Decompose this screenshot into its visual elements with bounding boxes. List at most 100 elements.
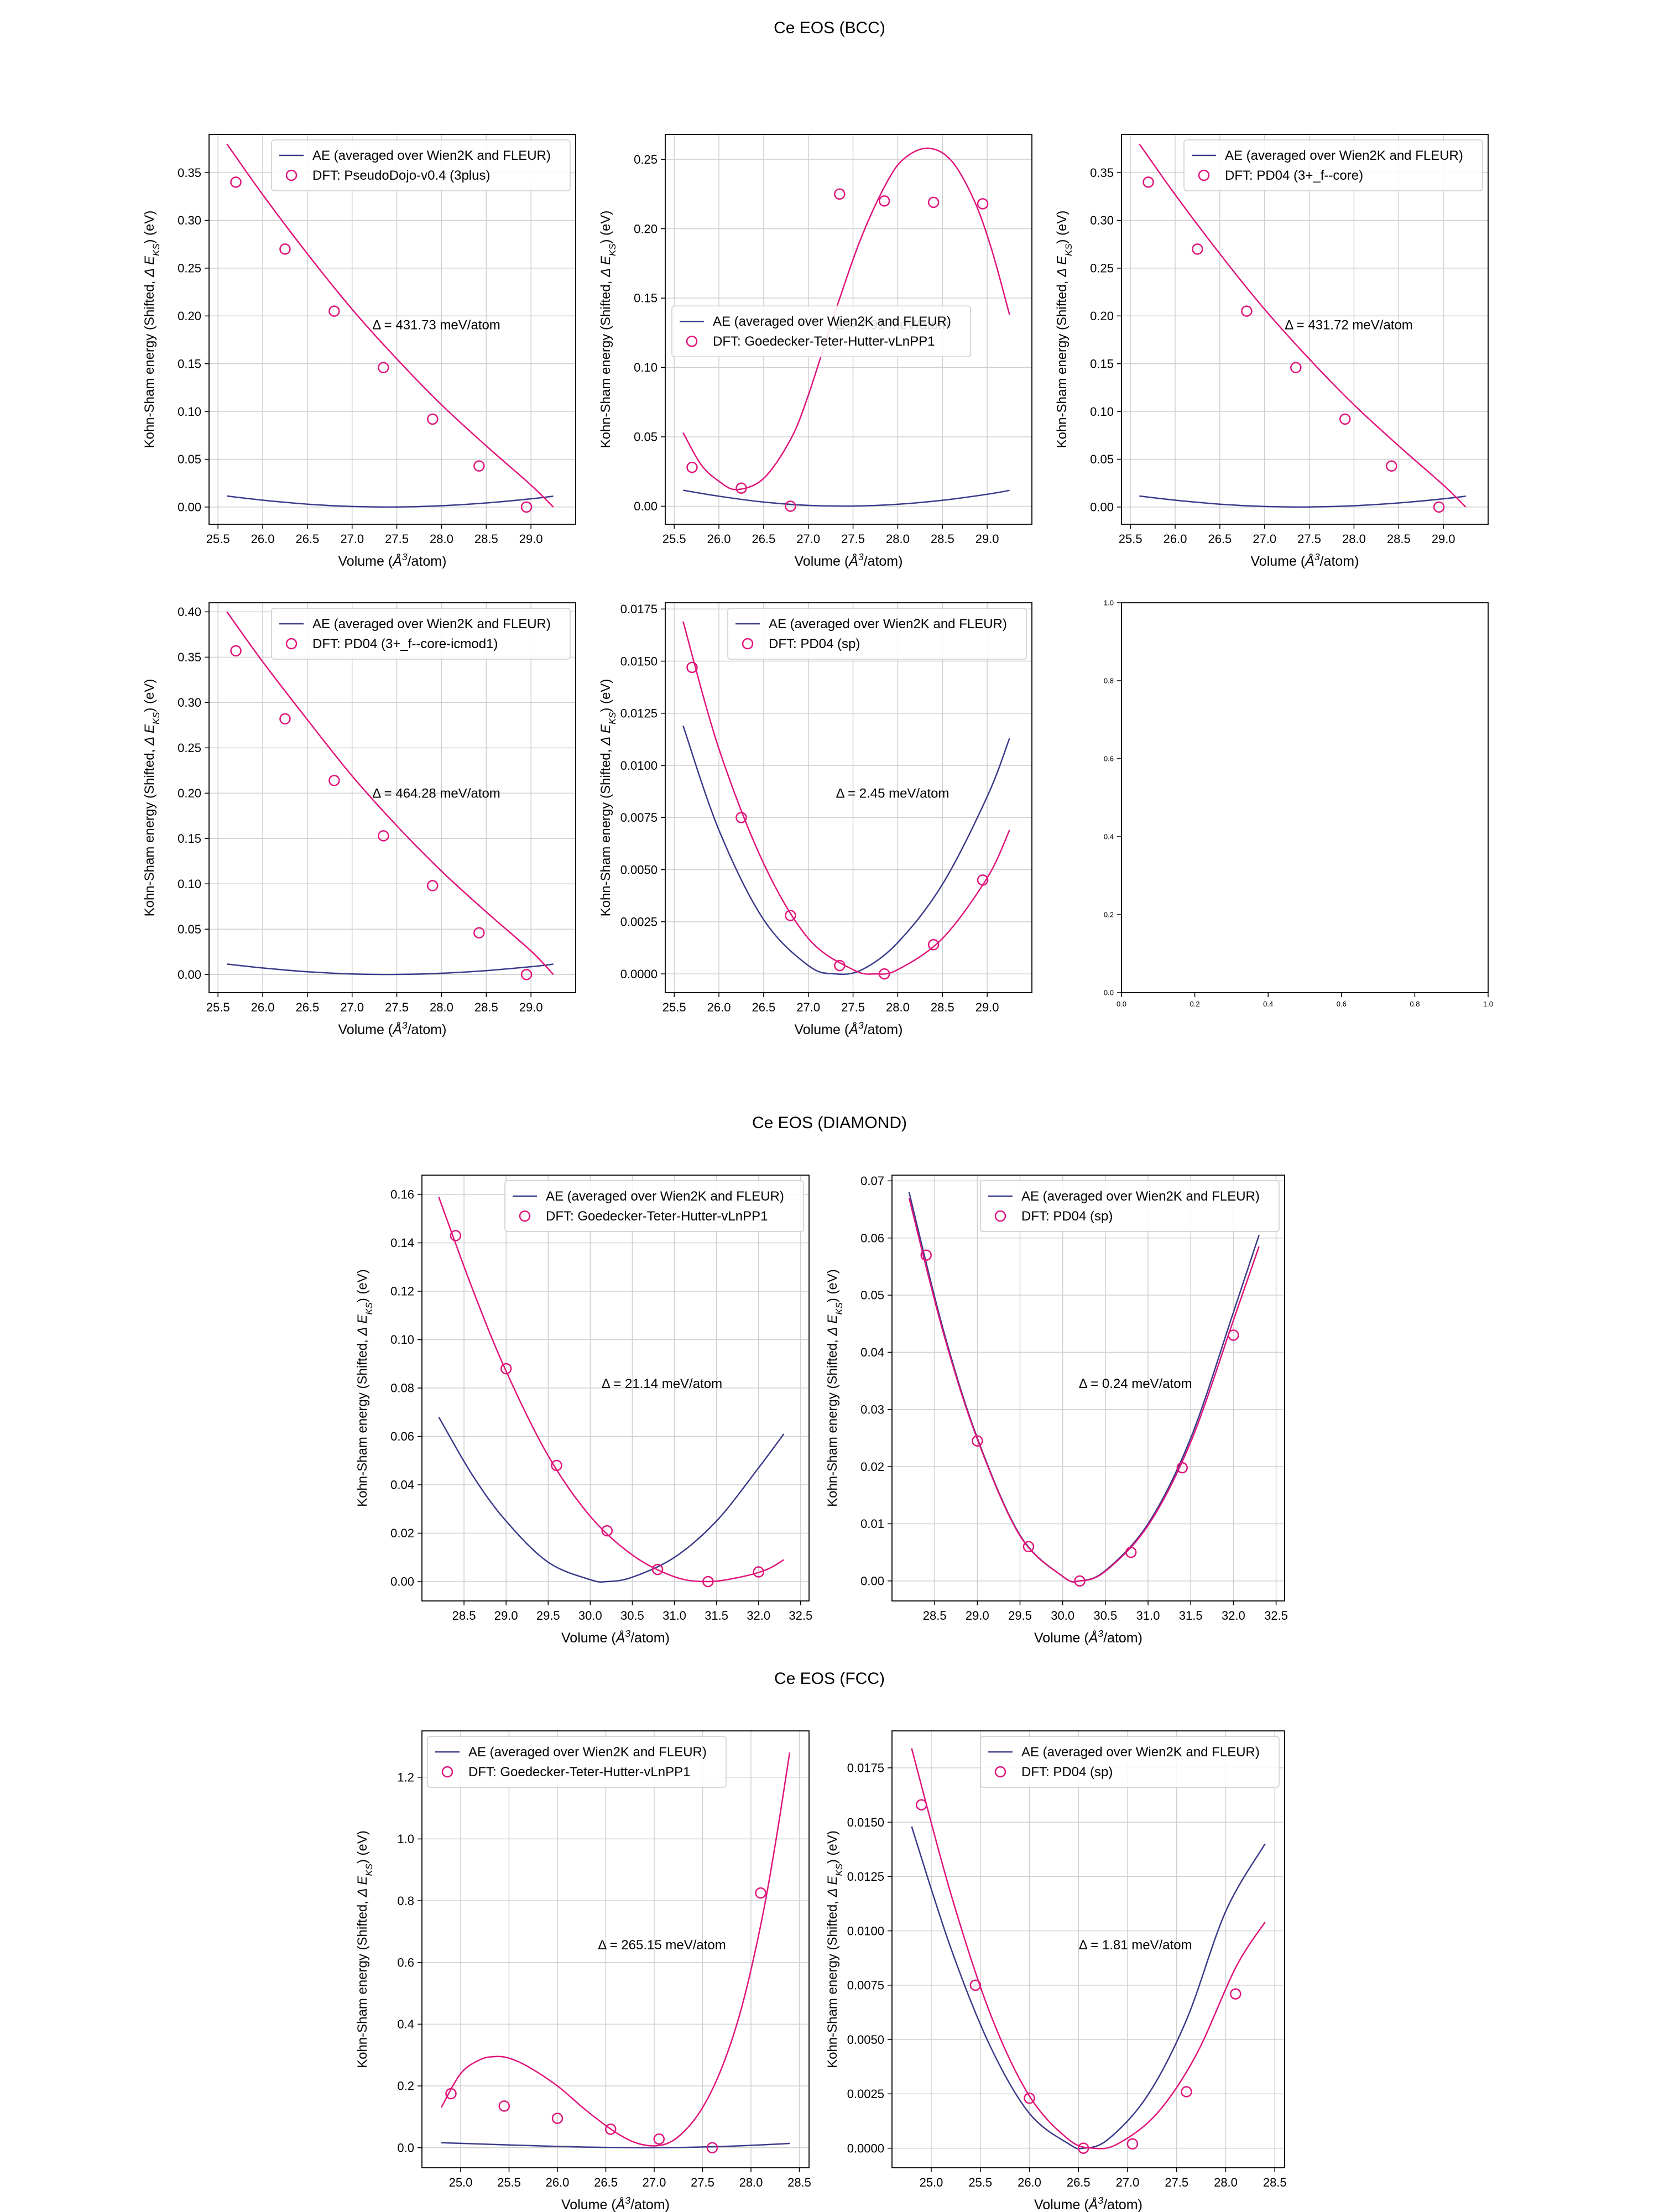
dft-data-point [378,830,389,842]
x-tick-label: 0.6 [1337,1000,1347,1008]
x-axis-label: Volume (Å3/atom) [1251,551,1359,569]
dft-curve [911,1748,1266,2150]
delta-annotation: Δ = 431.72 meV/atom [1285,318,1413,333]
ae-curve [682,725,1010,975]
x-tick-label: 26.0 [707,532,731,546]
dft-data-point [1192,243,1203,255]
x-tick-label: 27.5 [385,532,409,546]
legend-dft-label: DFT: Goedecker-Teter-Hutter-vLnPP1 [546,1209,768,1224]
dft-data-point [972,1435,983,1447]
x-axis-label: Volume (Å3/atom) [1034,2195,1142,2212]
x-tick-label: 29.0 [519,532,543,546]
y-tick-label: 0.00 [1090,500,1114,514]
y-tick-label: 0.05 [860,1288,884,1302]
y-tick-label: 0.20 [634,222,658,236]
x-tick-label: 28.0 [886,1000,910,1014]
y-tick-label: 0.0100 [620,759,658,773]
legend-dft-swatch [285,638,298,650]
x-axis-label: Volume (Å3/atom) [1034,1628,1142,1646]
dft-data-point [927,196,940,208]
legend-frame [271,139,571,191]
legend-dft-swatch [285,169,298,181]
x-tick-label: 32.5 [1264,1609,1288,1623]
legend-frame [727,608,1027,660]
dft-data-point [605,2123,617,2135]
dft-data-point [653,2133,665,2145]
y-tick-label: 1.2 [397,1770,414,1784]
y-tick-label: 0.35 [178,166,201,180]
dft-data-point [1022,1541,1035,1553]
dft-curve [682,147,1010,491]
axes-frame [891,1175,1285,1601]
dft-data-point [520,501,533,513]
y-tick-label: 0.10 [178,405,201,419]
x-tick-label: 25.5 [968,2176,992,2189]
dft-data-point [702,1575,714,1588]
y-tick-label: 0.25 [178,741,201,755]
legend-frame [504,1180,804,1232]
x-tick-label: 25.5 [206,1000,230,1014]
legend-ae-label: AE (averaged over Wien2K and FLEUR) [312,148,551,163]
dft-curve [226,611,554,975]
y-axis-label: Kohn-Sham energy (Shifted, Δ EKS) (eV) [825,1830,844,2068]
y-tick-label: 0.35 [178,650,201,664]
dft-curve [908,1197,1260,1583]
x-tick-label: 32.0 [1222,1609,1245,1623]
x-tick-label: 26.5 [752,532,775,546]
x-axis-label: Volume (Å3/atom) [338,551,447,569]
chart-panel-1: 25.5 26.0 26.5 27.0 27.5 28.0 28.5 29.0 0.00 0.05… [142,134,576,569]
dft-data-point [1176,1462,1188,1474]
legend-dft-swatch [519,1210,531,1222]
x-tick-label: 31.5 [1179,1609,1203,1623]
y-tick-label: 0.20 [178,309,201,323]
legend-frame [271,608,571,660]
x-tick-label: 26.5 [295,532,319,546]
delta-annotation: Δ = 21.14 meV/atom [602,1376,722,1391]
dft-data-point [498,2100,510,2112]
dft-data-point [753,1566,764,1578]
x-tick-label: 29.0 [519,1000,543,1014]
legend-dft-swatch [441,1766,453,1778]
dft-data-point [450,1230,462,1241]
legend: AE (averaged over Wien2K and FLEUR) DFT: … [271,608,571,660]
y-axis-label: Kohn-Sham energy (Shifted, Δ EKS) (eV) [598,211,618,448]
y-tick-label: 0.07 [860,1174,884,1188]
x-tick-label: 31.5 [705,1609,728,1623]
y-tick-label: 0.0175 [620,602,658,616]
legend: AE (averaged over Wien2K and FLEUR) DFT: … [504,1180,804,1232]
x-tick-label: 26.5 [752,1000,775,1014]
x-tick-label: 27.0 [1253,532,1276,546]
y-tick-label: 0.05 [178,922,201,936]
y-tick-label: 0.05 [634,430,658,444]
y-tick-label: 0.10 [178,877,201,891]
y-tick-label: 0.15 [178,357,201,371]
legend-ae-label: AE (averaged over Wien2K and FLEUR) [546,1189,784,1204]
y-axis-label: Kohn-Sham energy (Shifted, Δ EKS) (eV) [142,211,161,448]
y-tick-label: 0.05 [1090,452,1114,466]
chart-panel-4: 25.5 26.0 26.5 27.0 27.5 28.0 28.5 29.0 0.00 0.05… [142,602,576,1037]
y-tick-label: 0.4 [397,2017,414,2031]
legend-dft-swatch [994,1210,1006,1222]
dft-data-point [1228,1329,1239,1341]
legend-ae-label: AE (averaged over Wien2K and FLEUR) [769,617,1007,632]
dft-data-point [755,1887,766,1899]
x-tick-label: 29.0 [975,532,999,546]
y-tick-label: 0.02 [860,1460,884,1474]
section-title-bcc: Ce EOS (BCC) [774,19,885,37]
legend-frame [1183,139,1483,191]
y-tick-label: 0.0150 [847,1815,884,1829]
legend-dft-label: DFT: PD04 (sp) [769,637,860,651]
y-tick-label: 0.0025 [620,915,658,929]
x-tick-label: 0.8 [1410,1000,1420,1008]
x-tick-label: 30.0 [1051,1609,1074,1623]
x-tick-label: 29.0 [975,1000,999,1014]
dft-data-point [785,910,796,921]
ae-curve [1139,495,1466,508]
y-tick-label: 0.6 [397,1955,414,1969]
x-tick-label: 31.0 [662,1609,686,1623]
x-tick-label: 0.2 [1190,1000,1200,1008]
chart-panel-5: 25.5 26.0 26.5 27.0 27.5 28.0 28.5 29.0 0.0000 0.… [598,602,1032,1037]
y-tick-label: 0.02 [390,1526,414,1540]
dft-data-point [1126,2138,1139,2150]
